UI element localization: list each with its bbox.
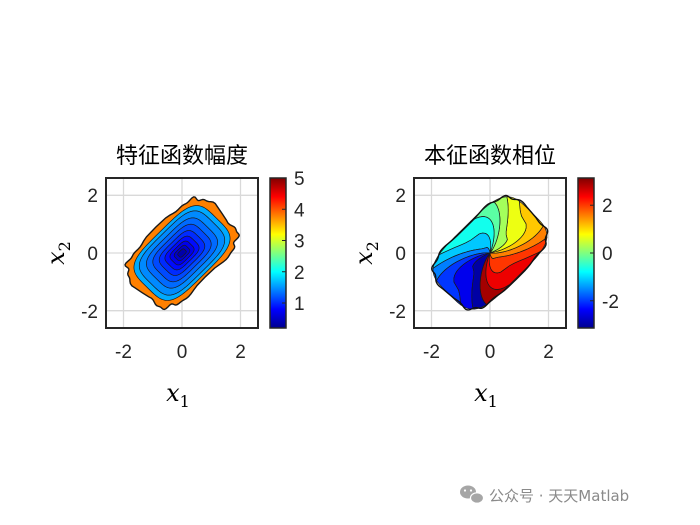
- magnitude-xtick-neg2: -2: [115, 342, 132, 363]
- phase-xtick-2: 2: [543, 342, 554, 363]
- magnitude-panel: 特征函数幅度 -2 0 2 2 0 -2 x1 x2 1 2 3 4 5: [42, 144, 305, 411]
- magnitude-axes-box: [105, 177, 259, 329]
- magnitude-xlabel: x1: [166, 379, 190, 411]
- phase-ylabel: x2: [350, 241, 382, 265]
- phase-ytick-2: 2: [395, 186, 406, 207]
- phase-xtick-neg2: -2: [423, 342, 440, 363]
- colorbar-tick-label: 1: [294, 294, 305, 315]
- colorbar-tick-label: 2: [294, 263, 305, 284]
- watermark: 公众号 · 天天Matlab: [460, 485, 629, 505]
- magnitude-title: 特征函数幅度: [116, 144, 248, 169]
- colorbar-tick-label: 5: [294, 169, 305, 190]
- phase-contours: [431, 194, 549, 311]
- colorbar-tick-label: 0: [602, 244, 613, 265]
- magnitude-ytick-2: 2: [87, 186, 98, 207]
- colorbar-tick-label: 2: [602, 196, 613, 217]
- magnitude-xtick-0: 0: [177, 342, 188, 363]
- phase-colorbar-ticks: -2 0 2: [590, 196, 619, 313]
- phase-title: 本征函数相位: [424, 144, 556, 169]
- watermark-text: 公众号 · 天天Matlab: [489, 487, 629, 505]
- phase-ytick-neg2: -2: [389, 302, 406, 323]
- magnitude-colorbar: [269, 177, 287, 329]
- magnitude-ytick-neg2: -2: [81, 302, 98, 323]
- magnitude-colorbar-ticks: 1 2 3 4 5: [282, 169, 305, 315]
- magnitude-contour-level: [177, 248, 187, 258]
- colorbar-tick-label: 3: [294, 232, 305, 253]
- colorbar-tick-label: 4: [294, 200, 305, 221]
- colorbar-tick-label: -2: [602, 292, 619, 313]
- phase-xlabel: x1: [474, 379, 498, 411]
- phase-ytick-0: 0: [395, 244, 406, 265]
- wechat-icon: [460, 485, 485, 504]
- phase-xtick-0: 0: [485, 342, 496, 363]
- phase-domain-boundary: [431, 194, 549, 311]
- magnitude-ytick-0: 0: [87, 244, 98, 265]
- magnitude-ylabel: x2: [42, 241, 74, 265]
- phase-axes-box: [413, 177, 567, 329]
- magnitude-contours: [124, 196, 240, 311]
- phase-panel: 本征函数相位 -2 0 2 2 0 -2 x1 x2 -2 0 2: [350, 144, 619, 411]
- magnitude-xtick-2: 2: [235, 342, 246, 363]
